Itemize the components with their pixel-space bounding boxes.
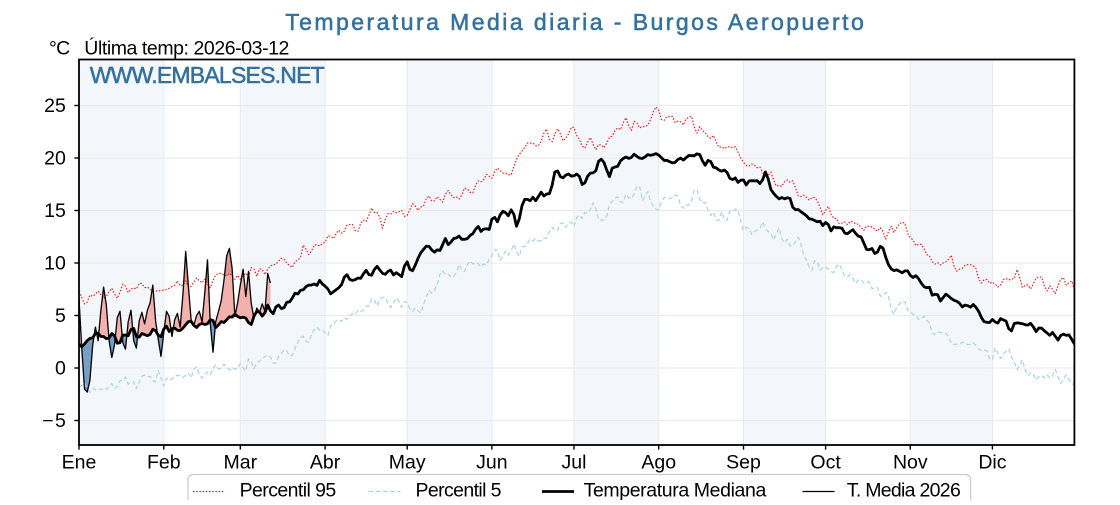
svg-text:0: 0	[55, 357, 66, 379]
svg-text:25: 25	[44, 95, 66, 117]
svg-text:Feb: Feb	[147, 452, 181, 474]
svg-text:Jul: Jul	[562, 452, 587, 474]
svg-text:T. Media 2026: T. Media 2026	[847, 479, 961, 500]
svg-text:5: 5	[55, 305, 66, 327]
svg-text:°C: °C	[49, 38, 70, 60]
svg-text:Percentil 5: Percentil 5	[416, 479, 502, 500]
svg-text:Sep: Sep	[726, 452, 761, 474]
svg-text:Ene: Ene	[62, 452, 97, 474]
svg-text:Nov: Nov	[893, 452, 928, 474]
svg-text:Jun: Jun	[476, 452, 507, 474]
svg-text:−5: −5	[42, 410, 66, 432]
svg-text:20: 20	[44, 147, 66, 169]
svg-text:Percentil 95: Percentil 95	[240, 479, 337, 500]
svg-text:Última temp: 2026-03-12: Última temp: 2026-03-12	[84, 37, 289, 60]
svg-text:WWW.EMBALSES.NET: WWW.EMBALSES.NET	[90, 62, 325, 88]
svg-text:Temperatura Media diaria - Bur: Temperatura Media diaria - Burgos Aeropu…	[285, 9, 864, 35]
svg-text:Ago: Ago	[641, 452, 676, 474]
svg-text:Mar: Mar	[224, 452, 258, 474]
svg-text:Oct: Oct	[810, 452, 841, 474]
svg-text:Temperatura Mediana: Temperatura Mediana	[584, 479, 767, 500]
svg-text:May: May	[389, 452, 426, 474]
svg-text:10: 10	[44, 252, 66, 274]
svg-text:Dic: Dic	[978, 452, 1006, 474]
svg-text:Abr: Abr	[310, 452, 341, 474]
svg-text:15: 15	[44, 200, 66, 222]
